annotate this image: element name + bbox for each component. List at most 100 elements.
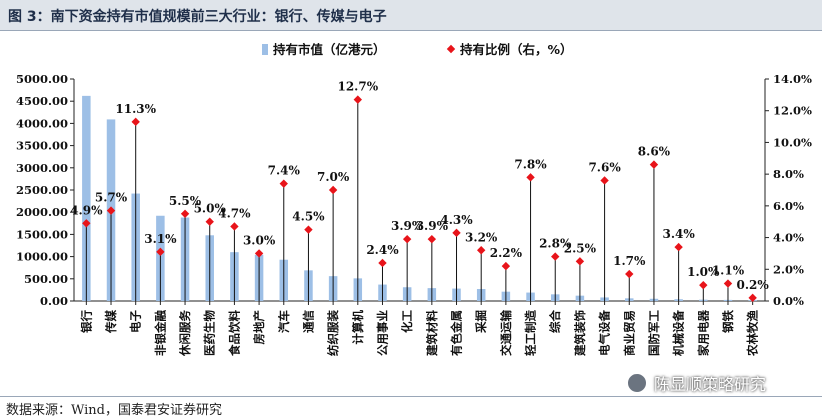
marker-point [723, 279, 733, 288]
left-tick-label: 0.00 [40, 294, 68, 308]
marker-point [353, 95, 363, 104]
category-label: 机械设备 [672, 310, 686, 356]
legend-bar-swatch [262, 44, 268, 55]
data-label: 7.6% [588, 160, 621, 174]
marker-point [205, 217, 214, 226]
data-label: 1.0% [687, 265, 720, 279]
data-label: 2.4% [366, 243, 399, 257]
category-label: 化工 [400, 310, 414, 333]
watermark-text: 陈显顺策略研究 [654, 375, 767, 394]
marker-point [699, 280, 708, 290]
marker-point [304, 225, 313, 234]
data-label: 3.2% [465, 230, 498, 244]
watermark: 陈显顺策略研究 [626, 370, 766, 396]
category-label: 传媒 [104, 310, 118, 334]
data-label: 0.2% [737, 278, 770, 292]
marker-point [526, 173, 535, 182]
marker-point [551, 252, 560, 261]
category-label: 电气设备 [598, 310, 612, 356]
category-label: 农林牧渔 [746, 310, 760, 357]
data-label: 5.0% [194, 202, 227, 216]
marker-point [501, 261, 511, 271]
marker-point [131, 117, 140, 127]
chart-axes: 0.00 500.00 1000.00 1500.00 2000.00 2500.00 30… [16, 72, 812, 357]
marker-point [600, 176, 609, 185]
category-label: 公用事业 [375, 310, 389, 356]
data-label: 1.1% [712, 264, 745, 278]
marker-point [156, 247, 165, 257]
marker-point [106, 206, 116, 215]
marker-point [748, 293, 757, 303]
data-label: 1.7% [613, 254, 646, 268]
category-label: 纺织服装 [326, 310, 340, 356]
data-label: 7.0% [317, 170, 350, 184]
marker-point [230, 222, 239, 231]
category-label: 计算机 [351, 310, 365, 345]
wechat-icon [626, 372, 648, 394]
category-label: 食品饮料 [227, 310, 241, 356]
category-label: 钢铁 [721, 310, 735, 333]
data-label: 4.5% [292, 210, 325, 224]
data-label: 3.0% [243, 233, 276, 247]
category-label: 建筑装饰 [573, 310, 587, 356]
data-label: 7.8% [514, 157, 547, 171]
right-tick-label: 2.0% [773, 262, 804, 276]
marker-series [82, 95, 757, 303]
stem-series [85, 99, 754, 301]
category-label: 非银金融 [153, 310, 167, 356]
data-label: 12.7% [337, 80, 378, 94]
marker-point [378, 258, 387, 268]
bar [82, 95, 91, 301]
category-label: 建筑材料 [425, 310, 439, 356]
right-tick-label: 6.0% [773, 199, 804, 213]
marker-point [402, 234, 412, 244]
right-tick-label: 12.0% [773, 104, 812, 118]
data-labels: 4.9%5.7% 11.3% 3.1% 5.5%5.0%4.7% 3.0% 7.4% 4.5… [70, 80, 769, 292]
legend-marker-label: 持有比例（右，%） [460, 42, 573, 57]
data-label: 3.9% [391, 219, 424, 233]
legend-marker-swatch [446, 44, 456, 54]
category-label: 综合 [548, 310, 562, 333]
category-label: 采掘 [474, 310, 488, 334]
figure-title: 图 3：南下资金持有市值规模前三大行业：银行、传媒与电子 [0, 0, 822, 30]
marker-point [427, 234, 437, 244]
data-label: 2.8% [539, 237, 572, 251]
right-tick-label: 14.0% [773, 72, 812, 86]
left-tick-label: 2000.00 [16, 205, 68, 219]
data-label: 11.3% [115, 102, 156, 116]
category-label: 交通运输 [499, 310, 513, 356]
left-tick-label: 1500.00 [16, 227, 68, 241]
category-label: 电子 [129, 310, 143, 333]
right-tick-label: 10.0% [773, 135, 812, 149]
data-label: 3.4% [662, 227, 695, 241]
category-label: 轻工制造 [524, 310, 538, 356]
category-label: 家用电器 [696, 310, 710, 356]
marker-point [452, 228, 461, 238]
left-tick-label: 3500.00 [16, 139, 68, 153]
chart: 0.00 500.00 1000.00 1500.00 2000.00 2500.00 30… [16, 42, 812, 357]
data-label: 5.7% [95, 191, 128, 205]
marker-point [476, 246, 486, 255]
right-tick-label: 8.0% [773, 167, 804, 181]
category-label: 医药生物 [203, 310, 217, 356]
data-label: 7.4% [268, 164, 301, 178]
title-divider [0, 30, 822, 31]
marker-point [254, 249, 264, 258]
data-label: 2.2% [490, 246, 523, 260]
marker-point [625, 269, 634, 279]
data-label: 5.5% [169, 194, 202, 208]
footer-divider [0, 396, 822, 397]
category-label: 汽车 [277, 310, 291, 333]
left-tick-label: 4000.00 [16, 116, 68, 130]
data-label: 8.6% [638, 145, 671, 159]
category-label: 银行 [79, 310, 93, 333]
category-label: 房地产 [252, 310, 266, 345]
data-label: 4.7% [218, 206, 251, 220]
marker-point [279, 179, 288, 188]
left-tick-label: 500.00 [24, 272, 68, 286]
marker-point [328, 185, 338, 195]
legend-bar-label: 持有市值（亿港元） [273, 42, 386, 57]
category-label: 通信 [301, 310, 315, 333]
marker-point [575, 257, 585, 266]
category-label: 休闲服务 [178, 310, 192, 357]
